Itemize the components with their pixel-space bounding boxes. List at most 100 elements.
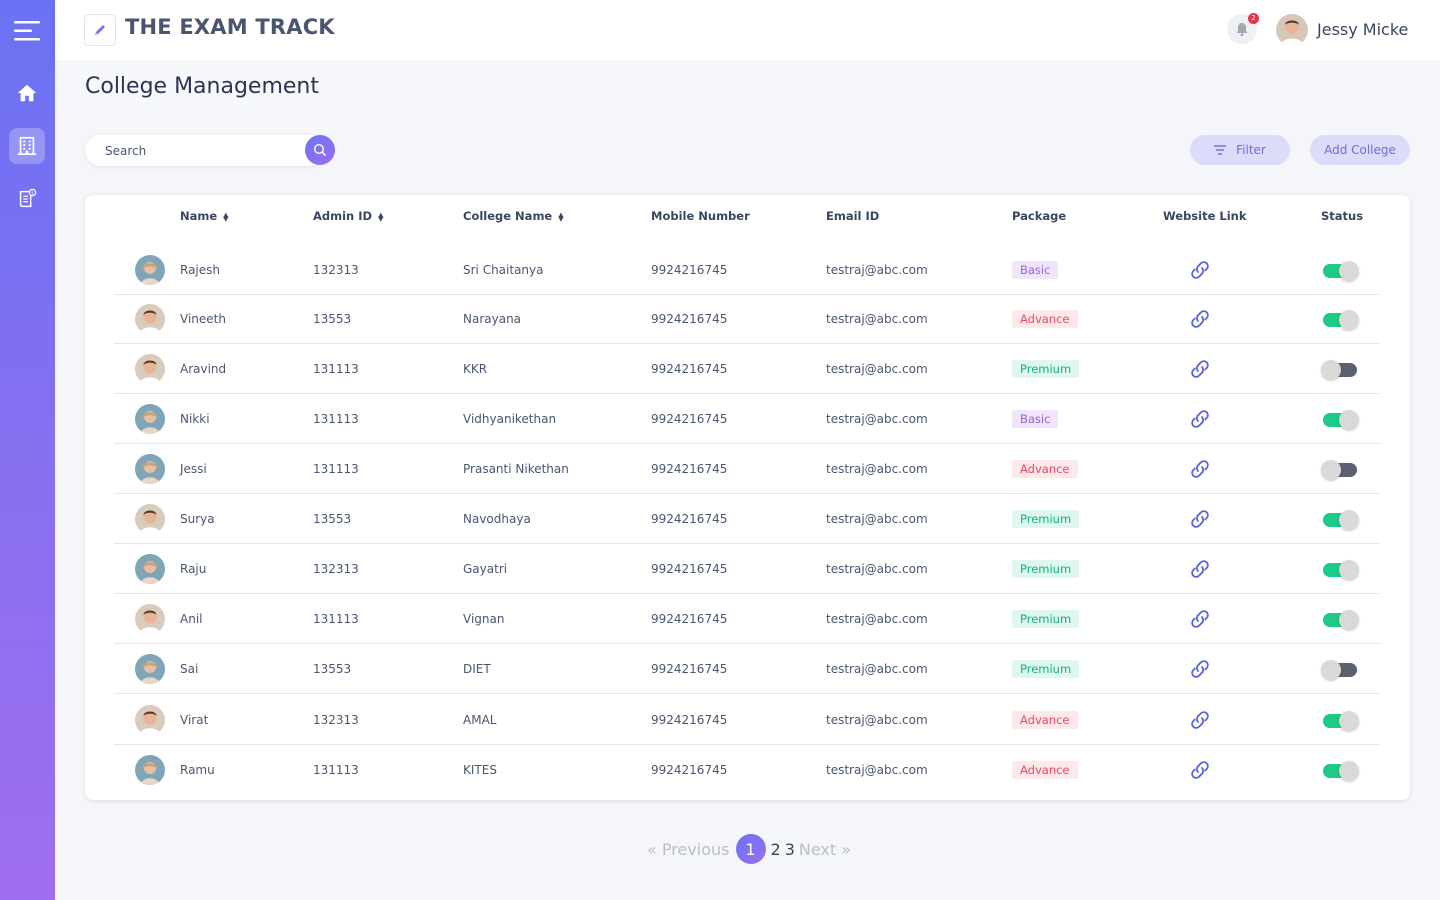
table-row[interactable]: Raju 132313 Gayatri 9924216745 testraj@abc.c… xyxy=(114,544,1380,594)
table-row[interactable]: Surya 13553 Navodhaya 9924216745 testraj@abc… xyxy=(114,494,1380,544)
status-toggle[interactable] xyxy=(1323,410,1359,430)
link-icon[interactable] xyxy=(1188,557,1212,581)
table-row[interactable]: Virat 132313 AMAL 9924216745 testraj@abc.com… xyxy=(114,695,1380,745)
page-header: College Management xyxy=(55,60,1440,115)
avatar xyxy=(135,304,165,334)
package-badge: Advance xyxy=(1012,761,1078,779)
package-badge: Advance xyxy=(1012,310,1078,328)
row-divider xyxy=(114,493,1380,494)
menu-icon[interactable] xyxy=(14,20,42,42)
sort-icon[interactable]: ▲ ▼ xyxy=(223,210,229,223)
row-divider xyxy=(114,593,1380,594)
column-header-name[interactable]: Name ▲ ▼ xyxy=(180,209,229,223)
status-toggle[interactable] xyxy=(1323,610,1359,630)
invoice-icon: $ xyxy=(19,188,37,208)
row-divider xyxy=(114,443,1380,444)
toggle-knob xyxy=(1321,660,1341,680)
row-divider xyxy=(114,543,1380,544)
table-row[interactable]: Rajesh 132313 Sri Chaitanya 9924216745 testr… xyxy=(114,245,1380,295)
column-header-college-name[interactable]: College Name ▲ ▼ xyxy=(463,209,564,223)
avatar xyxy=(135,554,165,584)
svg-text:$: $ xyxy=(31,190,34,196)
link-icon[interactable] xyxy=(1188,657,1212,681)
page-button-3[interactable]: 3 xyxy=(784,839,795,859)
package-badge: Premium xyxy=(1012,560,1080,578)
link-icon[interactable] xyxy=(1188,457,1212,481)
bell-icon xyxy=(1236,23,1248,37)
link-icon[interactable] xyxy=(1188,407,1212,431)
status-toggle[interactable] xyxy=(1323,560,1359,580)
table-row[interactable]: Ramu 131113 KITES 9924216745 testraj@abc.com… xyxy=(114,745,1380,795)
sort-icon[interactable]: ▲ ▼ xyxy=(558,210,564,223)
previous-page-link[interactable]: « Previous xyxy=(647,839,730,859)
sort-icon[interactable]: ▲ ▼ xyxy=(378,210,384,223)
cell-email: testraj@abc.com xyxy=(826,763,928,777)
toggle-knob xyxy=(1339,261,1359,281)
status-toggle[interactable] xyxy=(1323,261,1359,281)
toggle-knob xyxy=(1321,360,1341,380)
search-input[interactable] xyxy=(85,135,325,166)
link-icon[interactable] xyxy=(1188,507,1212,531)
status-toggle[interactable] xyxy=(1323,310,1359,330)
cell-college-name: Sri Chaitanya xyxy=(463,263,544,277)
status-toggle[interactable] xyxy=(1323,711,1359,731)
table-row[interactable]: Sai 13553 DIET 9924216745 testraj@abc.com Pre… xyxy=(114,644,1380,694)
package-badge: Basic xyxy=(1012,261,1059,279)
table-row[interactable]: Nikki 131113 Vidhyanikethan 9924216745 testr… xyxy=(114,394,1380,444)
status-toggle[interactable] xyxy=(1321,660,1357,680)
avatar xyxy=(135,705,165,735)
link-icon[interactable] xyxy=(1188,307,1212,331)
cell-college-name: Vignan xyxy=(463,612,505,626)
cell-name: Ramu xyxy=(180,763,215,777)
cell-college-name: KKR xyxy=(463,362,488,376)
cell-admin-id: 131113 xyxy=(313,612,359,626)
cell-admin-id: 132313 xyxy=(313,562,359,576)
app-logo xyxy=(84,14,116,46)
link-icon[interactable] xyxy=(1188,357,1212,381)
link-icon[interactable] xyxy=(1188,758,1212,782)
column-header-admin-id[interactable]: Admin ID ▲ ▼ xyxy=(313,209,384,223)
cell-college-name: KITES xyxy=(463,763,497,777)
notifications-button[interactable]: 2 xyxy=(1227,13,1259,44)
row-divider xyxy=(114,393,1380,394)
filter-button[interactable]: Filter xyxy=(1190,135,1290,165)
page-button-2[interactable]: 2 xyxy=(770,839,781,859)
search-button[interactable] xyxy=(305,135,335,165)
search-icon xyxy=(313,143,327,157)
table-row[interactable]: Vineeth 13553 Narayana 9924216745 testraj@ab… xyxy=(114,294,1380,344)
sidebar-item-payments[interactable]: $ xyxy=(9,181,45,217)
table-row[interactable]: Jessi 131113 Prasanti Nikethan 9924216745 te… xyxy=(114,444,1380,494)
status-toggle[interactable] xyxy=(1323,510,1359,530)
cell-email: testraj@abc.com xyxy=(826,412,928,426)
status-toggle[interactable] xyxy=(1323,761,1359,781)
page-button-current[interactable]: 1 xyxy=(735,834,766,864)
link-icon[interactable] xyxy=(1188,708,1212,732)
avatar xyxy=(135,654,165,684)
sidebar-item-college[interactable] xyxy=(9,128,45,164)
avatar xyxy=(135,755,165,785)
search-bar xyxy=(85,135,335,166)
home-icon xyxy=(17,84,37,102)
cell-admin-id: 131113 xyxy=(313,763,359,777)
user-avatar[interactable] xyxy=(1276,14,1308,46)
next-page-link[interactable]: Next » xyxy=(798,839,852,859)
cell-email: testraj@abc.com xyxy=(826,662,928,676)
package-badge: Premium xyxy=(1012,360,1080,378)
link-icon[interactable] xyxy=(1188,258,1212,282)
add-college-button[interactable]: Add College xyxy=(1310,135,1410,165)
table-row[interactable]: Anil 131113 Vignan 9924216745 testraj@abc.co… xyxy=(114,594,1380,644)
cell-email: testraj@abc.com xyxy=(826,362,928,376)
status-toggle[interactable] xyxy=(1321,360,1357,380)
cell-email: testraj@abc.com xyxy=(826,312,928,326)
link-icon[interactable] xyxy=(1188,607,1212,631)
table-row[interactable]: Aravind 131113 KKR 9924216745 testraj@abc.co… xyxy=(114,344,1380,394)
user-name[interactable]: Jessy Micke xyxy=(1317,20,1409,39)
column-header-website: Website Link xyxy=(1163,209,1247,223)
sidebar-item-home[interactable] xyxy=(9,75,45,111)
cell-email: testraj@abc.com xyxy=(826,713,928,727)
cell-mobile: 9924216745 xyxy=(651,263,728,277)
row-divider xyxy=(114,343,1380,344)
status-toggle[interactable] xyxy=(1321,460,1357,480)
cell-admin-id: 131113 xyxy=(313,412,359,426)
cell-admin-id: 13553 xyxy=(313,512,352,526)
